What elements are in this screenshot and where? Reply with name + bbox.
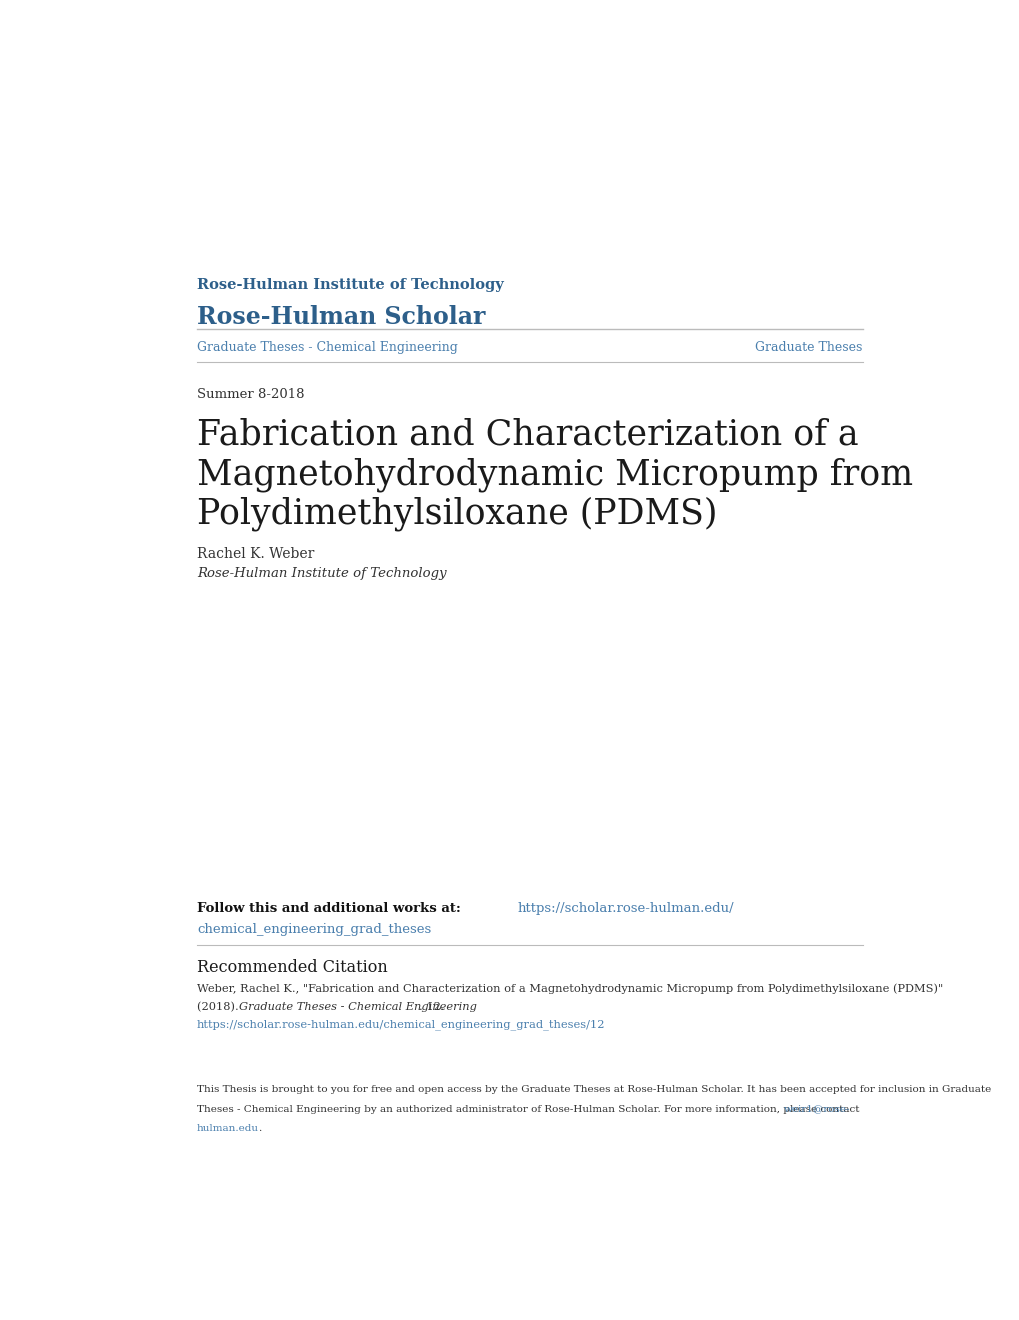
Text: https://scholar.rose-hulman.edu/chemical_engineering_grad_theses/12: https://scholar.rose-hulman.edu/chemical…: [197, 1019, 605, 1030]
Text: weir1@rose-: weir1@rose-: [783, 1105, 849, 1114]
Text: Summer 8-2018: Summer 8-2018: [197, 388, 305, 401]
Text: . 12.: . 12.: [419, 1002, 444, 1012]
Text: Fabrication and Characterization of a: Fabrication and Characterization of a: [197, 417, 858, 451]
Text: hulman.edu: hulman.edu: [197, 1125, 259, 1133]
Text: Rose-Hulman Institute of Technology: Rose-Hulman Institute of Technology: [197, 279, 503, 292]
Text: .: .: [258, 1125, 261, 1133]
Text: Magnetohydrodynamic Micropump from: Magnetohydrodynamic Micropump from: [197, 457, 912, 492]
Text: Graduate Theses: Graduate Theses: [754, 342, 862, 354]
Text: Recommended Citation: Recommended Citation: [197, 960, 387, 977]
Text: Rose-Hulman Institute of Technology: Rose-Hulman Institute of Technology: [197, 568, 446, 579]
Text: Graduate Theses - Chemical Engineering: Graduate Theses - Chemical Engineering: [197, 342, 458, 354]
Text: https://scholar.rose-hulman.edu/: https://scholar.rose-hulman.edu/: [518, 903, 734, 915]
Text: This Thesis is brought to you for free and open access by the Graduate Theses at: This Thesis is brought to you for free a…: [197, 1085, 990, 1094]
Text: (2018).: (2018).: [197, 1002, 243, 1012]
Text: chemical_engineering_grad_theses: chemical_engineering_grad_theses: [197, 923, 431, 936]
Text: Polydimethylsiloxane (PDMS): Polydimethylsiloxane (PDMS): [197, 496, 716, 532]
Text: Rose-Hulman Scholar: Rose-Hulman Scholar: [197, 305, 485, 329]
Text: Weber, Rachel K., "Fabrication and Characterization of a Magnetohydrodynamic Mic: Weber, Rachel K., "Fabrication and Chara…: [197, 983, 943, 994]
Text: Follow this and additional works at:: Follow this and additional works at:: [197, 903, 465, 915]
Text: Theses - Chemical Engineering by an authorized administrator of Rose-Hulman Scho: Theses - Chemical Engineering by an auth…: [197, 1105, 862, 1114]
Text: Graduate Theses - Chemical Engineering: Graduate Theses - Chemical Engineering: [238, 1002, 476, 1012]
Text: Rachel K. Weber: Rachel K. Weber: [197, 546, 314, 561]
